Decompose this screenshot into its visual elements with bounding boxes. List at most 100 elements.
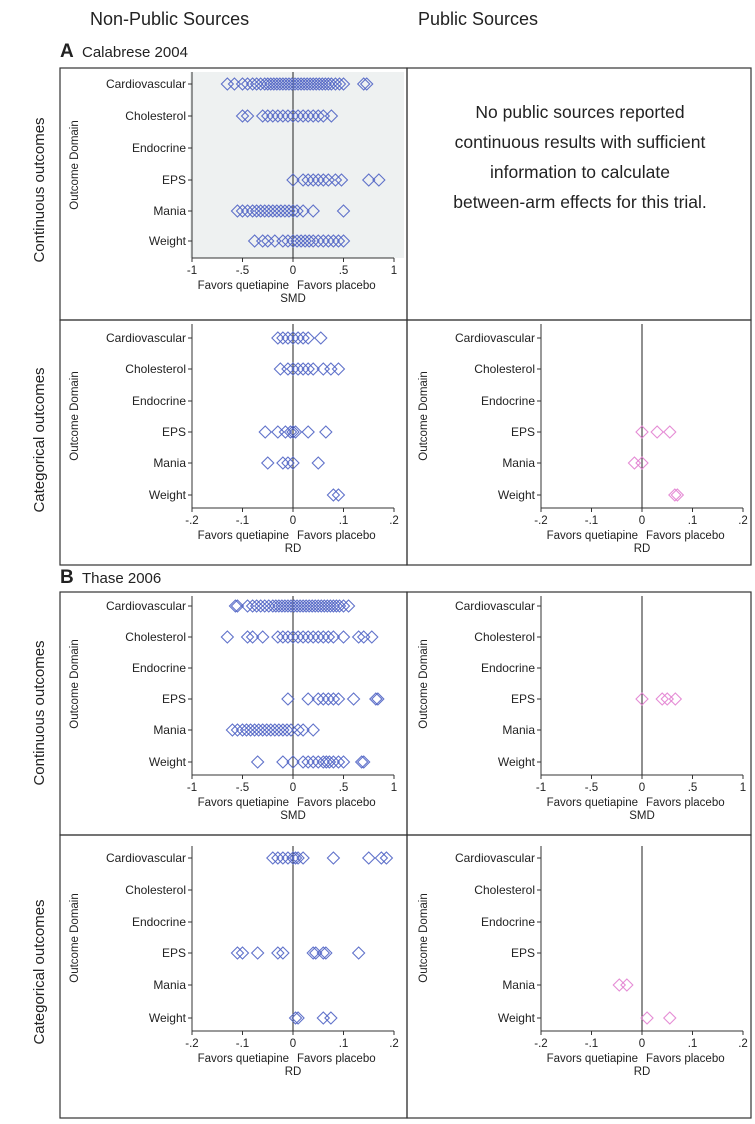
data-point-mania — [296, 204, 310, 218]
data-point-weight — [324, 1011, 338, 1025]
x-tick-label: -.5 — [585, 782, 598, 794]
data-point-cholesterol — [281, 630, 295, 644]
favors-quetiapine-label: Favors quetiapine — [198, 1053, 289, 1065]
data-point-mania — [612, 978, 627, 992]
data-point-eps — [258, 425, 273, 439]
data-point-cholesterol — [235, 109, 250, 123]
data-point-weight — [336, 234, 351, 248]
y-tick-label: Mania — [502, 978, 535, 992]
data-point-weight — [288, 1011, 303, 1025]
panel-borders — [59, 67, 752, 1119]
section-a-letter: A — [60, 41, 74, 62]
data-point-cardiovascular — [311, 599, 326, 613]
favors-quetiapine-label: Favors quetiapine — [547, 1053, 638, 1065]
y-tick-label: Cholesterol — [125, 109, 186, 123]
data-point-cholesterol — [296, 630, 310, 644]
data-point-cardiovascular — [359, 77, 374, 91]
data-point-eps — [668, 692, 683, 706]
data-point-eps — [662, 425, 677, 439]
data-point-cardiovascular — [261, 599, 276, 613]
data-point-eps — [371, 692, 385, 706]
x-tick-label: 0 — [290, 782, 296, 794]
no-public-data-note: No public sources reported continuous re… — [453, 102, 707, 212]
data-point-cardiovascular — [264, 77, 278, 91]
note-line-4: between-arm effects for this trial. — [453, 192, 707, 212]
data-point-weight — [311, 234, 326, 248]
data-point-cardiovascular — [326, 851, 341, 865]
data-point-eps — [276, 946, 290, 960]
data-point-cardiovascular — [281, 599, 295, 613]
data-point-cardiovascular — [249, 599, 264, 613]
data-point-mania — [627, 456, 642, 470]
x-tick-label: 0 — [639, 1038, 645, 1050]
data-point-mania — [260, 456, 275, 470]
data-point-cardiovascular — [296, 599, 310, 613]
x-tick-label: 0 — [290, 515, 296, 527]
data-point-weight — [326, 488, 341, 502]
x-tick-label: -.2 — [534, 515, 547, 527]
data-point-cardiovascular — [332, 599, 347, 613]
data-point-cholesterol — [281, 362, 295, 376]
x-tick-label: -.2 — [185, 1038, 198, 1050]
data-point-cardiovascular — [284, 599, 298, 613]
favors-placebo-label: Favors placebo — [297, 530, 376, 542]
x-tick-label: -.5 — [236, 782, 249, 794]
data-point-cardiovascular — [314, 599, 329, 613]
data-point-cholesterol — [324, 362, 338, 376]
data-point-mania — [264, 723, 278, 737]
data-point-cardiovascular — [230, 599, 245, 613]
data-point-mania — [230, 723, 245, 737]
x-axis-title: RD — [634, 543, 651, 555]
data-point-eps — [334, 173, 349, 187]
x-tick-label: 0 — [639, 782, 645, 794]
y-tick-label: Cardiovascular — [106, 599, 186, 613]
data-point-cardiovascular — [317, 599, 332, 613]
data-point-weight — [306, 234, 320, 248]
data-point-cholesterol — [245, 630, 260, 644]
favors-quetiapine-label: Favors quetiapine — [198, 280, 289, 292]
data-point-cardiovascular — [257, 77, 272, 91]
data-point-weight — [331, 755, 346, 769]
data-point-eps — [635, 692, 649, 706]
data-point-eps — [351, 946, 366, 960]
data-point-cardiovascular — [374, 851, 389, 865]
section-b-letter: B — [60, 567, 74, 588]
data-point-mania — [276, 456, 290, 470]
data-point-cholesterol — [266, 109, 280, 123]
note-line-1: No public sources reported — [475, 102, 684, 122]
y-tick-label: Endocrine — [132, 661, 186, 675]
data-point-eps — [286, 173, 300, 187]
data-point-mania — [239, 723, 254, 737]
y-tick-label: Mania — [502, 456, 535, 470]
note-line-2: continuous results with sufficient — [455, 132, 706, 152]
x-tick-label: .2 — [389, 1038, 399, 1050]
data-point-weight — [670, 488, 685, 502]
favors-placebo-label: Favors placebo — [646, 1053, 725, 1065]
favors-placebo-label: Favors placebo — [646, 797, 725, 809]
y-tick-label: Cholesterol — [125, 362, 186, 376]
data-point-eps — [283, 425, 298, 439]
x-tick-label: -.1 — [236, 1038, 249, 1050]
data-point-mania — [290, 204, 304, 218]
data-point-weight — [662, 1011, 677, 1025]
data-point-cholesterol — [336, 630, 351, 644]
favors-placebo-label: Favors placebo — [297, 797, 376, 809]
y-tick-label: Cardiovascular — [106, 77, 186, 91]
data-point-eps — [372, 173, 386, 187]
data-point-mania — [230, 204, 245, 218]
data-point-cholesterol — [356, 630, 371, 644]
x-tick-label: 0 — [290, 265, 296, 277]
x-tick-label: .5 — [688, 782, 698, 794]
data-point-weight — [316, 1011, 331, 1025]
data-point-mania — [225, 723, 240, 737]
data-point-cardiovascular — [296, 851, 310, 865]
data-point-weight — [296, 755, 310, 769]
data-point-cardiovascular — [341, 599, 356, 613]
data-point-cholesterol — [316, 630, 331, 644]
data-point-cardiovascular — [329, 599, 344, 613]
data-point-cardiovascular — [291, 851, 305, 865]
y-tick-label: EPS — [162, 425, 186, 439]
y-tick-label: Mania — [153, 978, 186, 992]
data-point-weight — [316, 755, 331, 769]
data-point-weight — [331, 234, 346, 248]
